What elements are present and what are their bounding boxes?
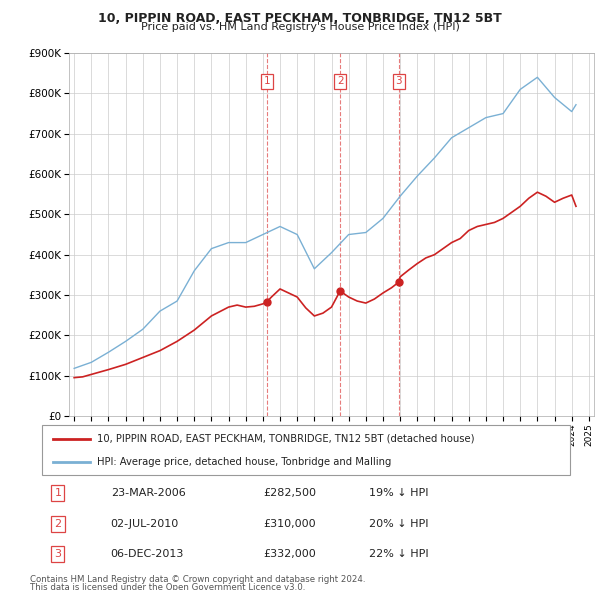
Text: 20% ↓ HPI: 20% ↓ HPI	[370, 519, 429, 529]
Text: 02-JUL-2010: 02-JUL-2010	[110, 519, 179, 529]
Text: 2: 2	[54, 519, 61, 529]
Text: 23-MAR-2006: 23-MAR-2006	[110, 488, 185, 498]
Text: 3: 3	[395, 76, 402, 86]
Text: Contains HM Land Registry data © Crown copyright and database right 2024.: Contains HM Land Registry data © Crown c…	[30, 575, 365, 584]
Text: 19% ↓ HPI: 19% ↓ HPI	[370, 488, 429, 498]
Text: This data is licensed under the Open Government Licence v3.0.: This data is licensed under the Open Gov…	[30, 583, 305, 590]
Text: 2: 2	[337, 76, 343, 86]
Text: Price paid vs. HM Land Registry's House Price Index (HPI): Price paid vs. HM Land Registry's House …	[140, 22, 460, 32]
FancyBboxPatch shape	[42, 425, 570, 475]
Text: £332,000: £332,000	[264, 549, 317, 559]
Text: 10, PIPPIN ROAD, EAST PECKHAM, TONBRIDGE, TN12 5BT: 10, PIPPIN ROAD, EAST PECKHAM, TONBRIDGE…	[98, 12, 502, 25]
Text: £282,500: £282,500	[264, 488, 317, 498]
Text: 06-DEC-2013: 06-DEC-2013	[110, 549, 184, 559]
Text: 1: 1	[55, 488, 61, 498]
Text: £310,000: £310,000	[264, 519, 316, 529]
Text: 10, PIPPIN ROAD, EAST PECKHAM, TONBRIDGE, TN12 5BT (detached house): 10, PIPPIN ROAD, EAST PECKHAM, TONBRIDGE…	[97, 434, 475, 444]
Text: 1: 1	[263, 76, 270, 86]
Text: HPI: Average price, detached house, Tonbridge and Malling: HPI: Average price, detached house, Tonb…	[97, 457, 392, 467]
Text: 3: 3	[55, 549, 61, 559]
Text: 22% ↓ HPI: 22% ↓ HPI	[370, 549, 429, 559]
